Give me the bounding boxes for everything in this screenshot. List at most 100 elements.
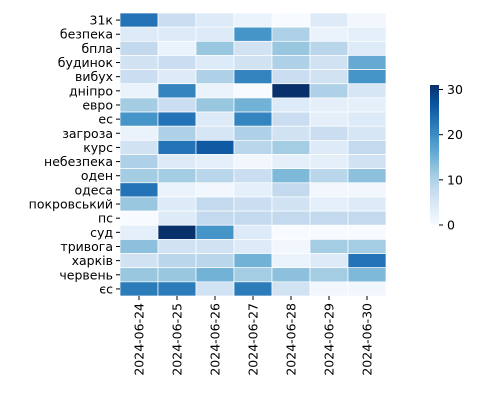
colorbar-tick-label: 20 [447,127,463,142]
heatmap-cell [233,196,273,212]
x-tick-label: 2024-06-27 [246,303,261,376]
heatmap-cell [119,40,159,56]
y-tick-label: будинок [58,55,114,70]
x-tick-label: 2024-06-29 [322,303,337,376]
heatmap-cell [233,55,273,70]
heatmap-cell [233,140,273,155]
heatmap-cell [119,168,159,184]
heatmap-cell [233,267,273,283]
y-tick-label: загроза [62,126,113,141]
heatmap-cell [271,69,311,85]
y-tick-label: 31к [90,13,114,28]
heatmap-cell [233,253,273,269]
heatmap-cell [119,55,159,70]
heatmap-cell [309,97,349,113]
heatmap-cell [195,111,235,127]
y-tick-label: єс [99,281,113,296]
heatmap-cell [157,40,197,56]
heatmap-cell [309,26,349,42]
y-tick-label: червень [59,267,113,282]
heatmap-cell [271,40,311,56]
heatmap-cell [157,154,197,169]
heatmap-cell [347,125,387,141]
heatmap-cell [157,196,197,212]
heatmap-cell [195,168,235,184]
heatmap-cell [233,239,273,254]
heatmap-cell [347,267,387,283]
y-tick-label: одеса [74,182,113,197]
heatmap-cell [119,196,159,212]
y-tick-label: покровський [29,197,113,212]
heatmap-cell [271,83,311,99]
y-tick-label: небезпека [44,154,113,169]
heatmap-cell [233,111,273,127]
heatmap-cell [271,140,311,155]
y-tick-label: курс [83,140,113,155]
heatmap-cell [233,281,273,297]
heatmap-cell [271,55,311,70]
heatmap-cell [309,182,349,198]
heatmap-cell [195,140,235,155]
heatmap-cell [347,154,387,169]
heatmap-cell [271,97,311,113]
heatmap-cell [119,97,159,113]
heatmap-cell [233,83,273,99]
heatmap-cell [271,224,311,240]
colorbar-tick-label: 0 [447,218,455,233]
heatmap-cell [119,140,159,155]
heatmap-cell [233,97,273,113]
x-tick-label: 2024-06-26 [208,303,223,376]
heatmap-cell [347,281,387,297]
heatmap-cell [233,182,273,198]
y-tick-label: евро [82,97,113,112]
heatmap-cell [195,196,235,212]
heatmap-cell [347,40,387,56]
heatmap-cell [233,154,273,169]
x-axis-labels: 2024-06-24 2024-06-25 2024-06-26 2024-06-27… [132,296,375,376]
heatmap-cell [347,140,387,155]
heatmap-cell [157,12,197,28]
heatmap-cell [271,267,311,283]
heatmap-cell [347,239,387,254]
heatmap-cell [271,210,311,226]
heatmap-cell [157,140,197,155]
heatmap-cell [347,196,387,212]
heatmap-cell [195,97,235,113]
heatmap-cell [271,196,311,212]
y-tick-label: харків [72,253,113,268]
heatmap-cell [271,281,311,297]
heatmap-cell [157,253,197,269]
y-tick-label: пс [98,211,113,226]
heatmap-cell [347,168,387,184]
heatmap-cell [309,83,349,99]
heatmap-cell [195,69,235,85]
heatmap-cell [195,154,235,169]
heatmap-cell [233,12,273,28]
colorbar-gradient [430,85,439,225]
heatmap-cell [195,281,235,297]
y-axis-labels: 31кбезпекабплабудиноквибухдніпроевроесза… [29,13,120,296]
heatmap-cell [119,224,159,240]
heatmap-cell [309,40,349,56]
x-tick-label: 2024-06-24 [132,303,147,376]
heatmap-cell [309,196,349,212]
y-tick-label: оден [81,168,113,183]
heatmap-cell [195,26,235,42]
heatmap-cell [309,267,349,283]
heatmap-cell [271,12,311,28]
heatmap-cell [157,239,197,254]
heatmap-cell [233,125,273,141]
heatmap-cell [157,125,197,141]
heatmap-cell [309,55,349,70]
heatmap-cell [309,125,349,141]
heatmap-cell [271,168,311,184]
heatmap-cell [119,125,159,141]
x-tick-label: 2024-06-25 [170,303,185,376]
heatmap-cells [119,12,387,297]
heatmap-cell [347,12,387,28]
heatmap-cell [271,26,311,42]
heatmap-cell [195,12,235,28]
heatmap-cell [271,125,311,141]
heatmap-cell [119,83,159,99]
heatmap-cell [309,111,349,127]
